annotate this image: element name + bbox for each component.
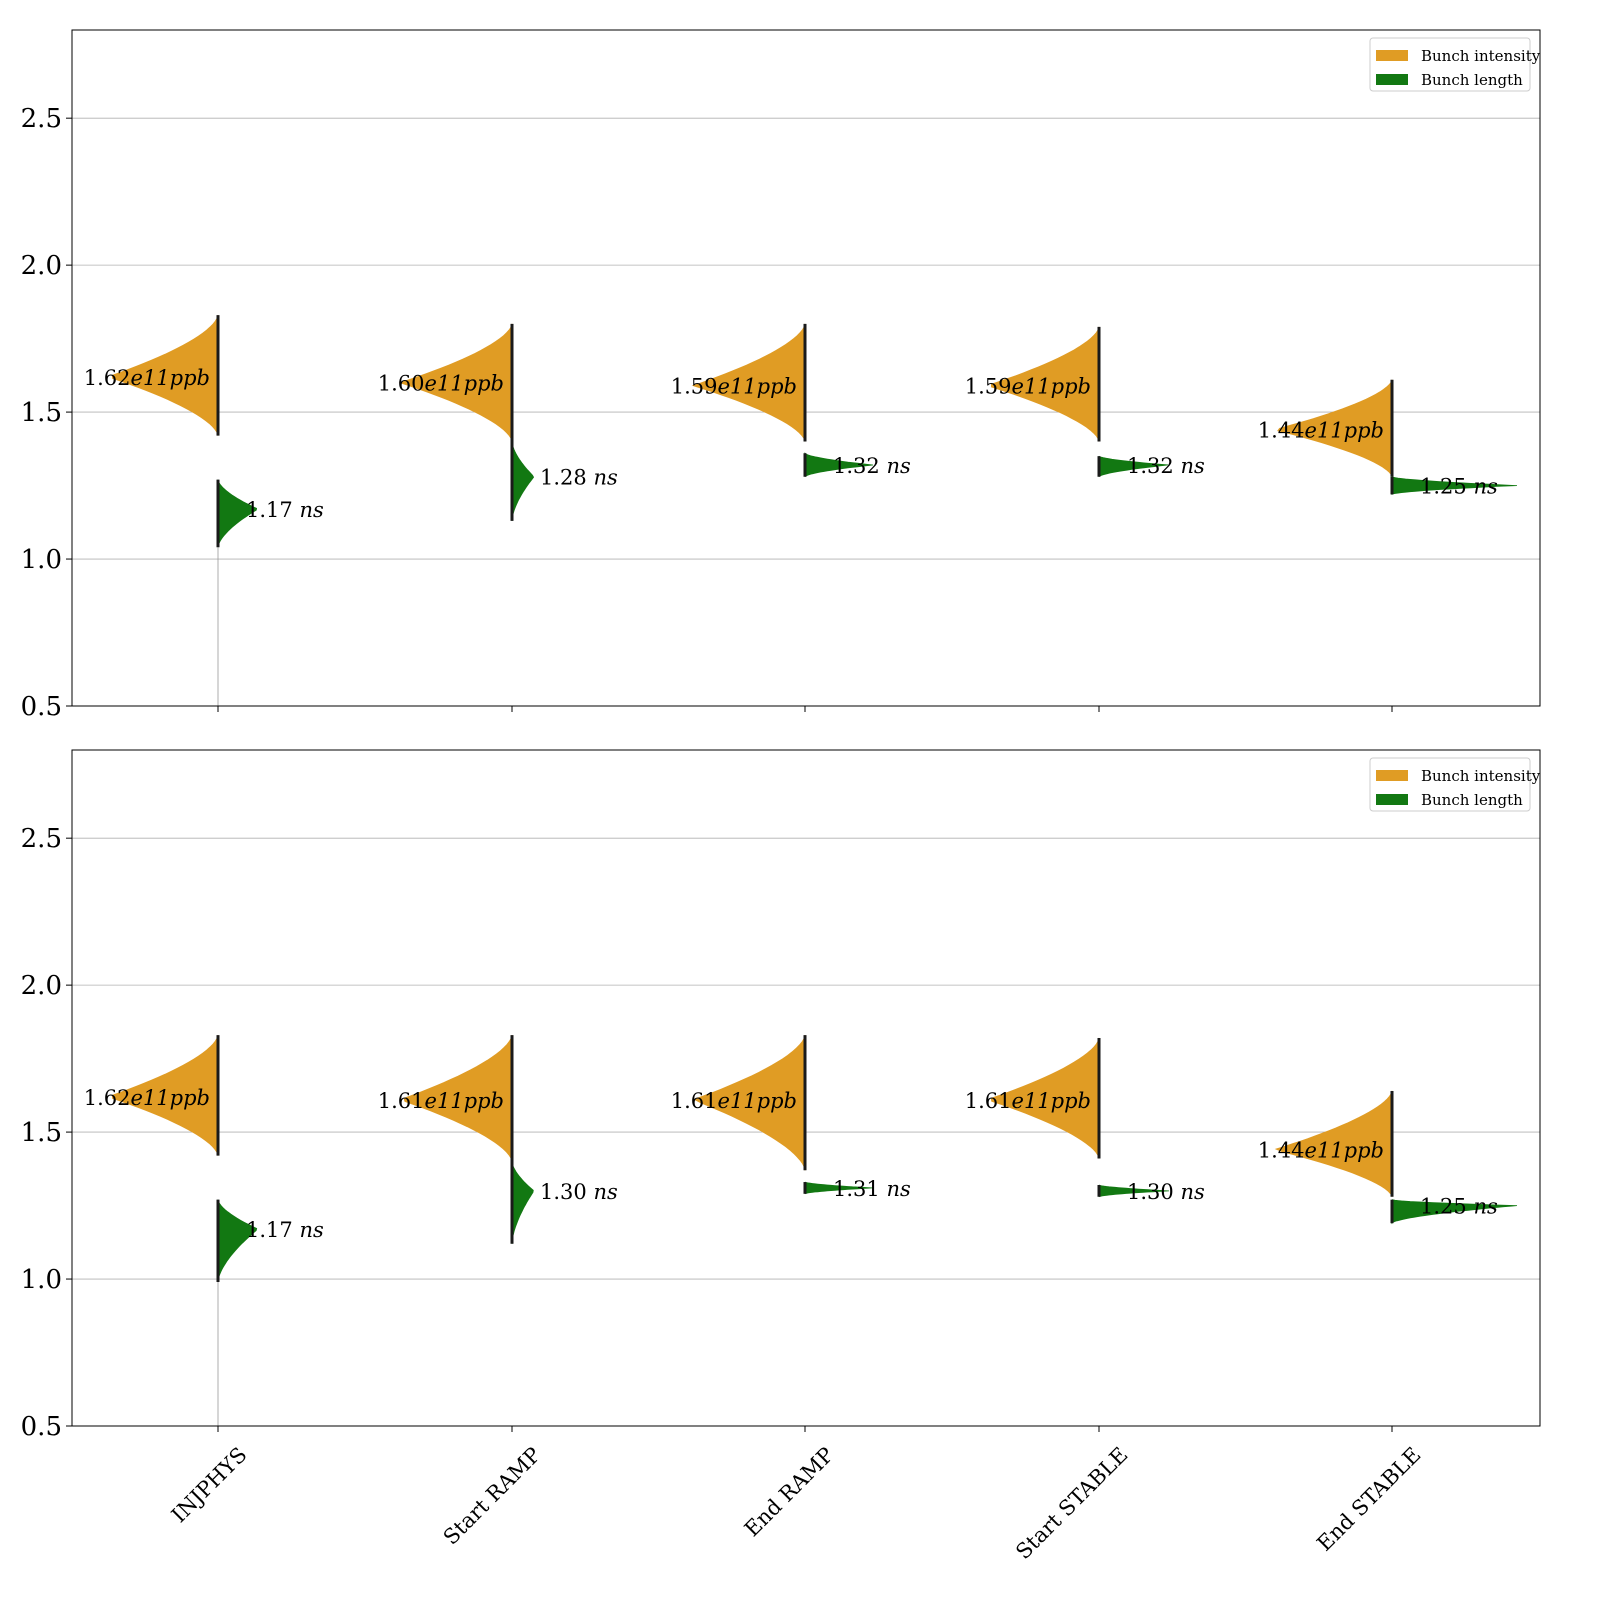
length-label-5: 1.25 ns <box>1420 1195 1498 1219</box>
y-tick-label: 2.5 <box>21 104 62 134</box>
intensity-violin-5 <box>1277 379 1393 477</box>
length-label-3: 1.32 ns <box>833 454 911 478</box>
length-label-5: 1.25 ns <box>1420 475 1498 499</box>
legend-label: Bunch intensity <box>1421 767 1541 785</box>
intensity-label-1: 1.62e11ppb <box>84 366 210 390</box>
length-violin-2 <box>511 441 535 521</box>
y-tick-label: 0.5 <box>21 1412 62 1442</box>
x-tick-label: Start STABLE <box>1011 1443 1132 1564</box>
length-violin-3 <box>804 452 874 478</box>
intensity-violin-1 <box>111 314 219 436</box>
legend-box <box>1369 37 1531 92</box>
intensity-label-4: 1.59e11ppb <box>965 375 1091 399</box>
length-violin-2 <box>511 1161 534 1244</box>
y-tick-label: 2.0 <box>21 971 62 1001</box>
legend-swatch <box>1376 770 1408 781</box>
intensity-label-5: 1.44e11ppb <box>1258 1139 1384 1163</box>
plot-frame <box>71 749 1541 1427</box>
x-tick-label: INJPHYS <box>167 1443 252 1528</box>
intensity-violin-2 <box>398 323 513 442</box>
length-label-1: 1.17 ns <box>246 498 324 522</box>
length-violin-5 <box>1391 1199 1518 1225</box>
intensity-label-2: 1.60e11ppb <box>378 372 504 396</box>
legend-label: Bunch intensity <box>1421 47 1541 65</box>
legend-swatch <box>1376 794 1408 805</box>
legend-swatch <box>1376 74 1408 85</box>
intensity-violin-4 <box>991 326 1100 442</box>
intensity-label-4: 1.61e11ppb <box>965 1089 1091 1113</box>
y-tick-label: 0.5 <box>21 692 62 722</box>
intensity-violin-2 <box>403 1034 513 1162</box>
legend-box <box>1369 757 1531 812</box>
intensity-label-3: 1.61e11ppb <box>671 1089 797 1113</box>
intensity-label-1: 1.62e11ppb <box>84 1086 210 1110</box>
chart-panel-2: 0.5 1.0 1.5 2.0 2.5 1.62e11ppb 1.61e11ppb 1.61e… <box>21 749 1541 1564</box>
length-violin-4 <box>1098 455 1169 477</box>
intensity-violin-4 <box>990 1037 1100 1159</box>
y-tick-label: 2.5 <box>21 824 62 854</box>
intensity-violin-3 <box>691 323 806 442</box>
y-tick-label: 2.0 <box>21 251 62 281</box>
legend-label: Bunch length <box>1421 791 1523 809</box>
intensity-violin-1 <box>111 1034 219 1156</box>
length-violin-1 <box>217 479 258 548</box>
y-tick-label: 1.5 <box>21 398 62 428</box>
length-label-4: 1.30 ns <box>1127 1180 1205 1204</box>
intensity-label-2: 1.61e11ppb <box>378 1089 504 1113</box>
intensity-label-3: 1.59e11ppb <box>671 375 797 399</box>
length-label-2: 1.30 ns <box>540 1180 618 1204</box>
legend-label: Bunch length <box>1421 71 1523 89</box>
intensity-violin-5 <box>1274 1090 1393 1197</box>
length-label-3: 1.31 ns <box>833 1177 911 1201</box>
length-label-2: 1.28 ns <box>540 466 618 490</box>
intensity-violin-3 <box>693 1034 806 1171</box>
length-label-1: 1.17 ns <box>246 1218 324 1242</box>
chart-panel-1: 0.5 1.0 1.5 2.0 2.5 1.62e11ppb 1.60e11ppb 1.59e… <box>21 29 1541 722</box>
y-tick-label: 1.0 <box>21 545 62 575</box>
x-tick-label: End STABLE <box>1312 1443 1425 1556</box>
y-tick-label: 1.5 <box>21 1118 62 1148</box>
legend-swatch <box>1376 50 1408 61</box>
plot-frame <box>71 29 1541 707</box>
length-violin-1 <box>217 1199 258 1283</box>
length-violin-3 <box>804 1181 874 1195</box>
y-tick-label: 1.0 <box>21 1265 62 1295</box>
x-tick-label: Start RAMP <box>439 1443 546 1550</box>
intensity-label-5: 1.44e11ppb <box>1258 419 1384 443</box>
length-violin-5 <box>1391 476 1518 496</box>
x-tick-label: End RAMP <box>740 1443 839 1542</box>
length-violin-4 <box>1098 1184 1170 1198</box>
length-label-4: 1.32 ns <box>1127 454 1205 478</box>
